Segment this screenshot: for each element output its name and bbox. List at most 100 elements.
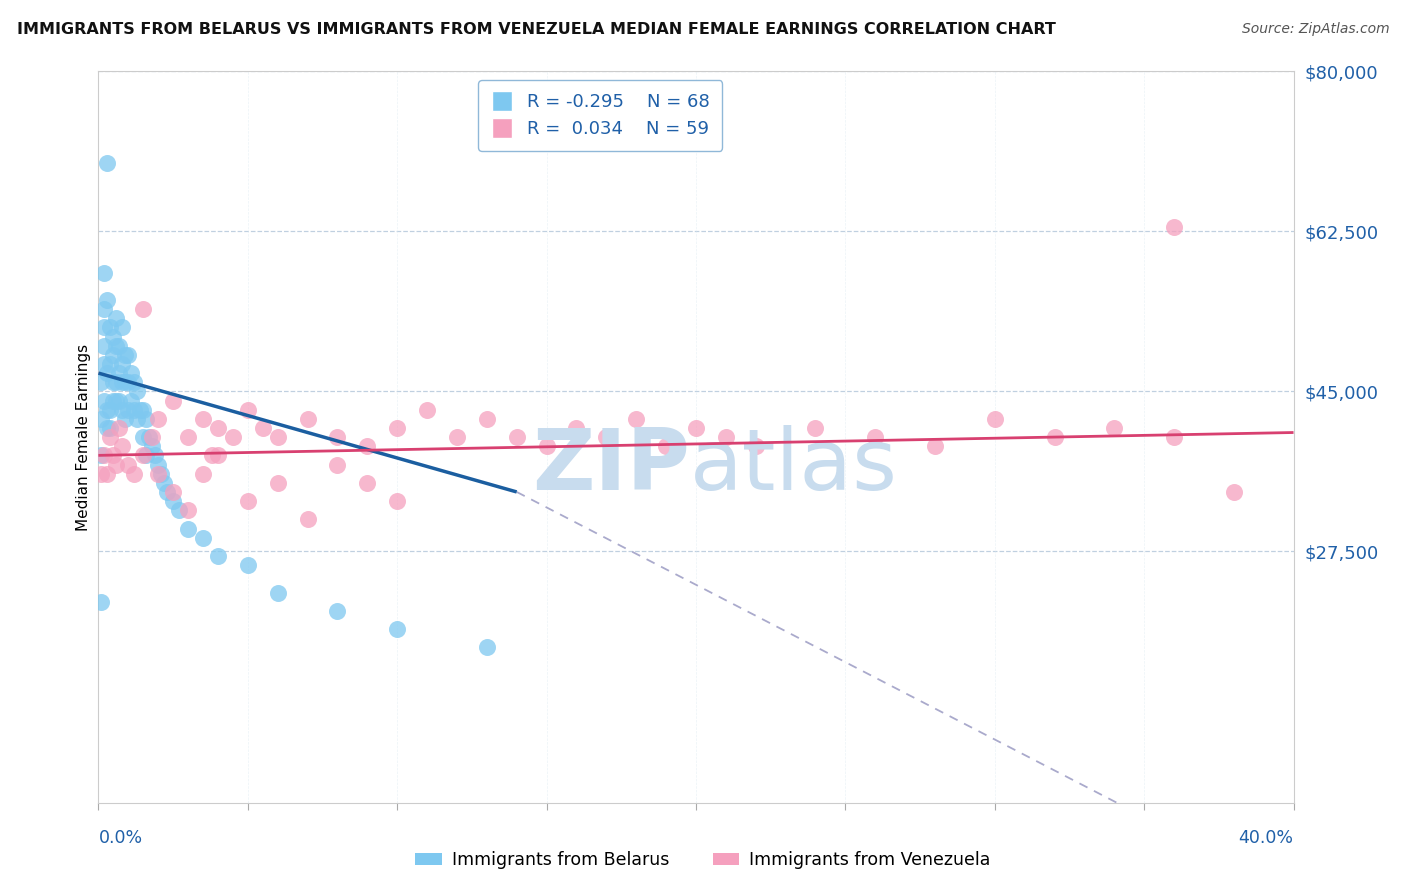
Point bbox=[446, 430, 468, 444]
Point bbox=[108, 338, 131, 352]
Point bbox=[127, 411, 149, 425]
Point bbox=[865, 430, 887, 444]
Point bbox=[326, 430, 349, 444]
Point bbox=[148, 467, 170, 481]
Point bbox=[236, 558, 259, 573]
Point bbox=[111, 439, 134, 453]
Point bbox=[93, 448, 115, 462]
Point bbox=[565, 421, 588, 435]
Point bbox=[105, 338, 128, 352]
Point bbox=[167, 503, 190, 517]
Point bbox=[475, 640, 498, 655]
Point bbox=[207, 448, 229, 462]
Point bbox=[804, 421, 827, 435]
Point bbox=[385, 622, 409, 636]
Point bbox=[93, 266, 115, 280]
Point bbox=[96, 467, 118, 481]
Point bbox=[148, 411, 170, 425]
Point bbox=[297, 512, 319, 526]
Point bbox=[984, 411, 1007, 425]
Point bbox=[120, 366, 142, 380]
Point bbox=[132, 430, 155, 444]
Point bbox=[90, 448, 112, 462]
Point bbox=[111, 357, 134, 371]
Point bbox=[105, 311, 128, 326]
Point bbox=[745, 439, 768, 453]
Y-axis label: Median Female Earnings: Median Female Earnings bbox=[76, 343, 91, 531]
Point bbox=[93, 301, 115, 317]
Point bbox=[267, 585, 290, 599]
Point bbox=[191, 531, 214, 545]
Point bbox=[111, 320, 134, 334]
Point bbox=[267, 430, 290, 444]
Point bbox=[111, 375, 134, 389]
Point bbox=[93, 393, 115, 408]
Point bbox=[162, 393, 184, 408]
Point bbox=[108, 421, 131, 435]
Point bbox=[105, 375, 128, 389]
Point bbox=[132, 402, 155, 417]
Point bbox=[132, 301, 155, 317]
Point bbox=[103, 448, 125, 462]
Point bbox=[595, 430, 617, 444]
Point bbox=[714, 430, 737, 444]
Point bbox=[506, 430, 529, 444]
Point bbox=[135, 411, 157, 425]
Point bbox=[267, 475, 290, 490]
Point bbox=[114, 375, 136, 389]
Point bbox=[105, 393, 128, 408]
Point bbox=[1043, 430, 1066, 444]
Point bbox=[105, 458, 128, 472]
Point bbox=[326, 604, 349, 618]
Point bbox=[96, 293, 118, 307]
Point bbox=[103, 348, 125, 362]
Point bbox=[153, 475, 176, 490]
Point bbox=[150, 467, 173, 481]
Point bbox=[93, 320, 115, 334]
Point bbox=[90, 467, 112, 481]
Point bbox=[1163, 430, 1185, 444]
Point bbox=[201, 448, 224, 462]
Point bbox=[132, 448, 155, 462]
Point bbox=[124, 402, 146, 417]
Text: IMMIGRANTS FROM BELARUS VS IMMIGRANTS FROM VENEZUELA MEDIAN FEMALE EARNINGS CORR: IMMIGRANTS FROM BELARUS VS IMMIGRANTS FR… bbox=[17, 22, 1056, 37]
Point bbox=[138, 430, 160, 444]
Point bbox=[162, 494, 184, 508]
Point bbox=[135, 448, 157, 462]
Point bbox=[191, 411, 214, 425]
Point bbox=[114, 348, 136, 362]
Point bbox=[96, 421, 118, 435]
Point bbox=[98, 320, 122, 334]
Point bbox=[108, 366, 131, 380]
Point bbox=[111, 402, 134, 417]
Point bbox=[141, 439, 163, 453]
Point bbox=[356, 475, 378, 490]
Point bbox=[124, 375, 146, 389]
Point bbox=[536, 439, 558, 453]
Point bbox=[98, 357, 122, 371]
Legend: R = -0.295    N = 68, R =  0.034    N = 59: R = -0.295 N = 68, R = 0.034 N = 59 bbox=[478, 80, 723, 151]
Point bbox=[297, 411, 319, 425]
Point bbox=[93, 357, 115, 371]
Point bbox=[475, 411, 498, 425]
Point bbox=[924, 439, 946, 453]
Point bbox=[96, 155, 118, 169]
Point bbox=[177, 430, 200, 444]
Text: atlas: atlas bbox=[690, 425, 898, 508]
Point bbox=[191, 467, 214, 481]
Point bbox=[685, 421, 707, 435]
Point bbox=[96, 366, 118, 380]
Point bbox=[103, 329, 125, 343]
Point bbox=[385, 494, 409, 508]
Point bbox=[117, 375, 139, 389]
Point bbox=[117, 348, 139, 362]
Point bbox=[177, 521, 200, 535]
Text: Source: ZipAtlas.com: Source: ZipAtlas.com bbox=[1241, 22, 1389, 37]
Point bbox=[148, 458, 170, 472]
Text: 0.0%: 0.0% bbox=[98, 829, 142, 847]
Point bbox=[156, 484, 179, 499]
Point bbox=[162, 484, 184, 499]
Point bbox=[626, 411, 648, 425]
Point bbox=[98, 430, 122, 444]
Point bbox=[143, 448, 166, 462]
